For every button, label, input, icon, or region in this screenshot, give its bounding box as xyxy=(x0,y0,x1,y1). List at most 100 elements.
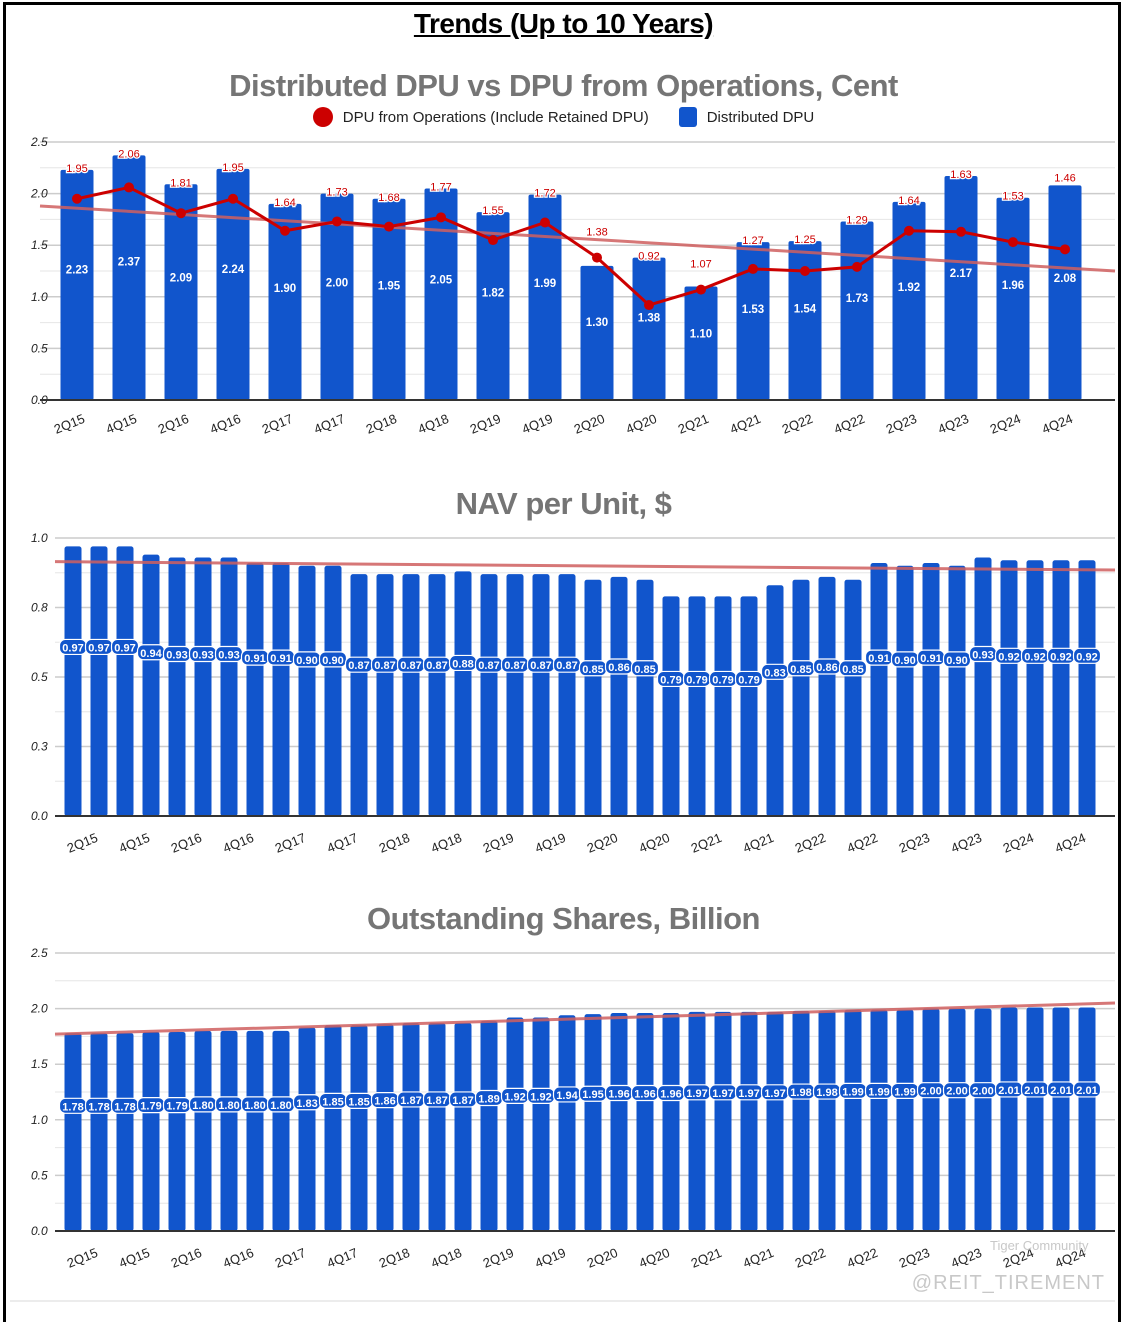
bar-outstanding-shares xyxy=(662,1013,680,1231)
bar-distributed-dpu xyxy=(476,212,510,400)
trendline xyxy=(54,560,1116,572)
y-tick-label: 2.5 xyxy=(30,135,48,149)
x-tick-label: 4Q16 xyxy=(221,830,256,856)
bar-distributed-dpu xyxy=(164,184,198,400)
bar-outstanding-shares xyxy=(64,1033,82,1231)
bar-outstanding-shares xyxy=(584,1014,602,1231)
x-tick-label: 4Q18 xyxy=(416,411,451,437)
line-value-label: 1.73 xyxy=(326,187,347,199)
line-value-label: 1.95 xyxy=(222,162,243,174)
bar-value-label: 0.87 xyxy=(400,660,421,672)
x-tick-label: 4Q15 xyxy=(104,411,139,437)
bar-value-label: 0.86 xyxy=(816,662,837,674)
bar-value-label: 1.96 xyxy=(634,1089,655,1101)
bar-outstanding-shares xyxy=(376,1024,394,1231)
bar-value-label: 1.80 xyxy=(192,1100,213,1112)
bar-value-label: 2.01 xyxy=(1024,1085,1045,1097)
bar-value-label: 1.96 xyxy=(608,1089,629,1101)
bar-outstanding-shares xyxy=(246,1030,264,1231)
x-tick-label: 2Q20 xyxy=(572,411,607,437)
bar-outstanding-shares xyxy=(506,1017,524,1231)
bar-value-label: 1.30 xyxy=(586,317,608,329)
line-value-label: 2.06 xyxy=(118,148,139,160)
point-operations-dpu xyxy=(228,193,238,204)
x-tick-label: 2Q22 xyxy=(793,830,828,856)
line-value-label: 1.38 xyxy=(586,227,607,239)
line-value-label: 1.25 xyxy=(794,234,815,246)
bar-outstanding-shares xyxy=(168,1031,186,1231)
bar-nav xyxy=(766,585,784,816)
bar-value-label: 1.96 xyxy=(660,1089,681,1101)
bar-nav xyxy=(64,546,82,816)
bar-nav xyxy=(376,574,394,816)
bar-outstanding-shares xyxy=(90,1033,108,1231)
bar-nav xyxy=(194,557,212,816)
bar-nav xyxy=(324,565,342,816)
x-tick-label: 4Q18 xyxy=(429,1245,464,1271)
point-operations-dpu xyxy=(748,263,758,274)
bar-value-label: 1.99 xyxy=(534,278,556,290)
point-operations-dpu xyxy=(124,182,134,193)
bar-value-label: 1.80 xyxy=(218,1100,239,1112)
bar-outstanding-shares xyxy=(766,1011,784,1231)
x-tick-label: 4Q22 xyxy=(845,1245,880,1271)
bar-value-label: 1.90 xyxy=(274,283,296,295)
bar-value-label: 1.38 xyxy=(638,313,661,325)
x-tick-label: 4Q19 xyxy=(520,411,555,437)
x-tick-label: 4Q16 xyxy=(208,411,243,437)
bar-value-label: 0.85 xyxy=(582,664,603,676)
bar-value-label: 1.78 xyxy=(114,1101,135,1113)
bar-nav xyxy=(1000,560,1018,816)
x-tick-label: 4Q24 xyxy=(1053,830,1088,856)
bar-nav xyxy=(636,579,654,816)
chart-title-shares: Outstanding Shares, Billion xyxy=(367,901,760,936)
legend-label-distributed-dpu: Distributed DPU xyxy=(706,108,815,126)
x-tick-label: 4Q20 xyxy=(637,830,672,856)
line-value-label: 1.77 xyxy=(430,181,451,193)
x-tick-label: 2Q21 xyxy=(676,411,711,437)
bar-value-label: 2.05 xyxy=(430,275,453,287)
x-tick-label: 4Q24 xyxy=(1040,411,1075,437)
bar-outstanding-shares xyxy=(610,1013,628,1231)
bar-outstanding-shares xyxy=(740,1011,758,1231)
bar-outstanding-shares xyxy=(922,1008,940,1231)
bar-distributed-dpu xyxy=(320,193,354,400)
bar-distributed-dpu xyxy=(1048,185,1082,400)
page-frame xyxy=(3,2,1121,1322)
x-tick-label: 2Q19 xyxy=(481,1245,516,1271)
bar-value-label: 1.78 xyxy=(88,1101,109,1113)
legend-marker-distributed-dpu xyxy=(678,107,697,127)
x-tick-label: 2Q16 xyxy=(169,830,204,856)
bar-distributed-dpu xyxy=(372,198,406,400)
line-value-label: 0.92 xyxy=(638,251,659,263)
line-value-label: 1.46 xyxy=(1054,172,1075,184)
x-tick-label: 4Q22 xyxy=(832,411,867,437)
x-tick-label: 2Q17 xyxy=(273,830,308,856)
bar-distributed-dpu xyxy=(424,188,458,400)
bar-value-label: 0.79 xyxy=(660,674,681,686)
point-operations-dpu xyxy=(332,216,342,227)
x-tick-label: 4Q15 xyxy=(117,830,152,856)
bar-value-label: 0.79 xyxy=(686,674,707,686)
bar-value-label: 0.79 xyxy=(738,674,759,686)
bar-nav xyxy=(1052,560,1070,816)
y-tick-label: 1.0 xyxy=(31,290,48,304)
x-tick-label: 2Q21 xyxy=(689,830,724,856)
bar-nav xyxy=(90,546,108,816)
bar-value-label: 2.00 xyxy=(326,277,348,289)
bar-nav xyxy=(298,565,316,816)
bar-nav xyxy=(896,565,914,816)
bar-nav xyxy=(454,571,472,816)
bar-value-label: 1.85 xyxy=(348,1096,369,1108)
bar-value-label: 0.85 xyxy=(842,664,863,676)
bar-value-label: 1.97 xyxy=(712,1088,733,1100)
bar-distributed-dpu xyxy=(528,194,562,400)
bar-nav xyxy=(428,574,446,816)
line-operations-dpu xyxy=(76,185,1066,307)
x-tick-label: 4Q19 xyxy=(533,1245,568,1271)
bar-distributed-dpu xyxy=(892,201,926,400)
bar-nav xyxy=(168,557,186,816)
bar-outstanding-shares xyxy=(948,1008,966,1231)
bar-value-label: 2.01 xyxy=(1076,1085,1097,1097)
y-tick-label: 0.0 xyxy=(31,1224,48,1238)
